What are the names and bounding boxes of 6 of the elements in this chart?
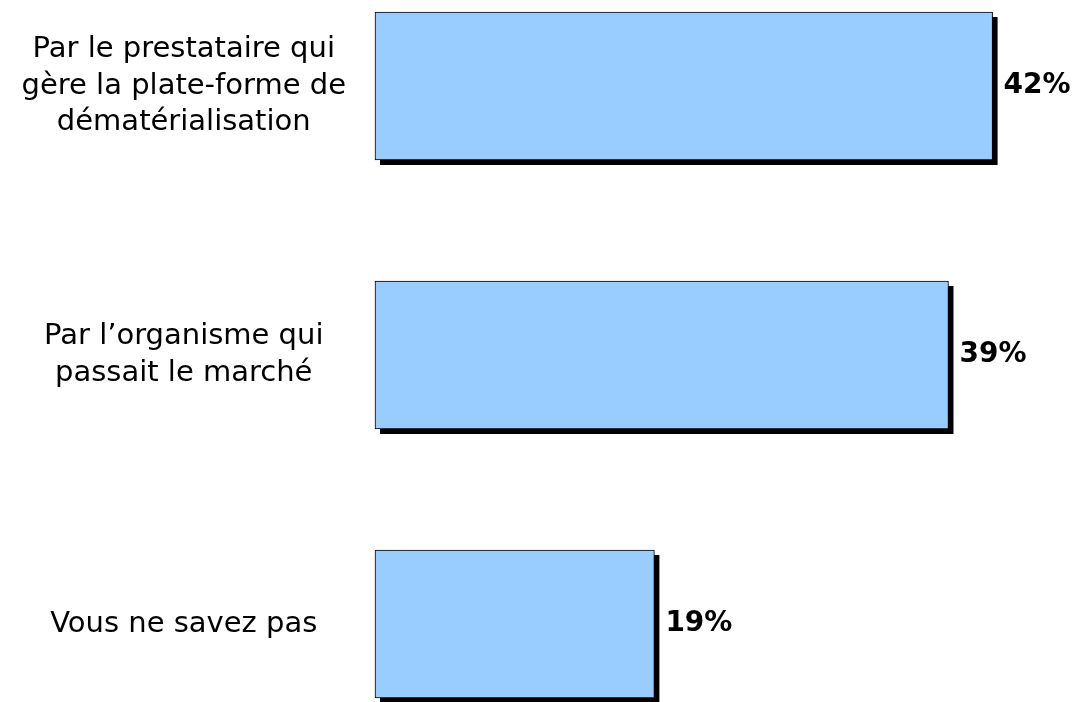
y-tick-label: Par le prestataire qui gère la plate-forme de dématérialisation: [21, 29, 346, 138]
data-label: 42%: [1003, 67, 1071, 101]
y-tick-label: Vous ne savez pas: [50, 604, 318, 639]
y-tick-label: Par l’organisme qui passait le marché: [44, 317, 324, 388]
data-label: 39%: [959, 336, 1027, 370]
data-label: 19%: [665, 605, 733, 639]
